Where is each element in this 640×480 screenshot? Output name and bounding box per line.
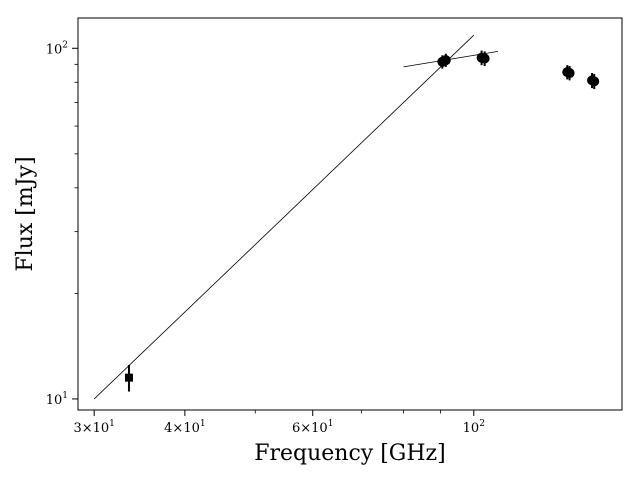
y-tick-label-1: 101: [46, 391, 68, 408]
error-bars: [127, 50, 596, 392]
x-axis-label: Frequency [GHz]: [254, 441, 446, 466]
circle-marker-2: [440, 55, 451, 66]
circle-marker-8: [589, 76, 600, 87]
circle-marker-4: [479, 53, 490, 64]
fit-lines: [93, 34, 499, 400]
square-marker-1: [124, 373, 133, 382]
circle-marker-6: [564, 68, 575, 79]
x-tick-label-1: 3×101: [73, 419, 114, 436]
data-markers: [124, 52, 600, 382]
tick-labels: 3×101 4×101 6×101 102 101 102: [46, 40, 485, 436]
x-tick-label-2: 4×101: [164, 419, 205, 436]
y-axis-label: Flux [mJy]: [13, 156, 38, 271]
plot-frame: [77, 17, 623, 411]
x-tick-label-4: 102: [463, 419, 485, 436]
x-tick-label-3: 6×101: [292, 419, 333, 436]
y-tick-label-2: 102: [46, 40, 68, 57]
fit-line-1: [93, 34, 475, 400]
axis-ticks: [72, 47, 475, 416]
